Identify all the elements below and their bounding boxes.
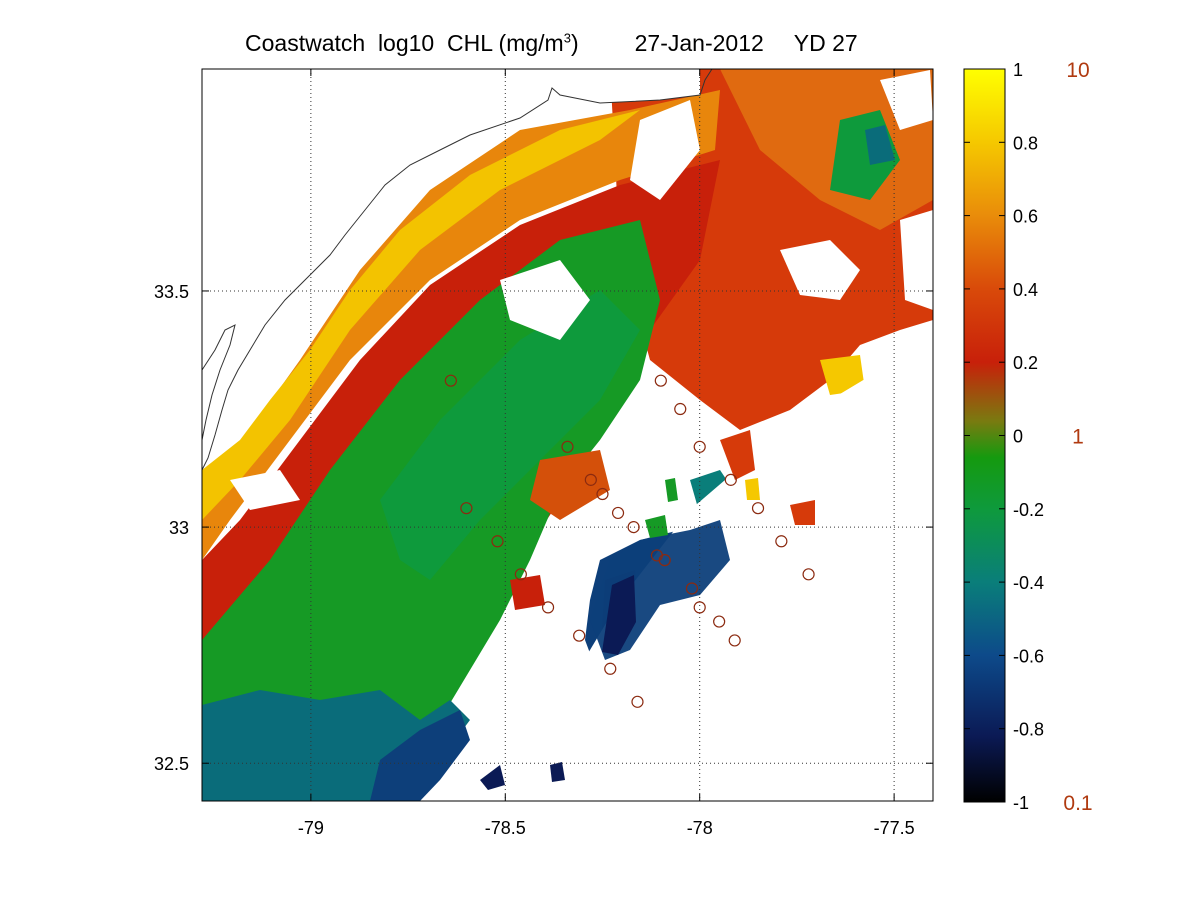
station-marker bbox=[751, 502, 765, 515]
title-close: ) bbox=[570, 30, 579, 56]
station-marker bbox=[693, 601, 706, 614]
station-marker bbox=[444, 374, 457, 387]
station-marker bbox=[658, 554, 671, 567]
x-tick-label: -79 bbox=[298, 818, 324, 838]
colorbar-axis: 1 0.8 0.6 0.4 0.2 0 -0.2 -0.4 -0.6 -0.8 -1 bbox=[964, 60, 1044, 813]
colorbar-tick-label: -0.8 bbox=[1013, 720, 1044, 740]
concentration-label: 1 bbox=[1072, 426, 1084, 449]
station-markers bbox=[444, 374, 815, 708]
colorbar bbox=[963, 68, 1006, 803]
station-marker bbox=[802, 568, 815, 581]
station-marker bbox=[596, 487, 609, 501]
chlorophyll-field bbox=[202, 69, 933, 801]
station-marker bbox=[627, 520, 640, 534]
station-marker bbox=[654, 374, 667, 387]
x-tick-label: -78 bbox=[687, 818, 713, 838]
colorbar-tick-label: -0.4 bbox=[1013, 573, 1044, 593]
colorbar-tick-label: 0.6 bbox=[1013, 207, 1038, 227]
station-marker bbox=[713, 615, 726, 628]
x-tick-label: -78.5 bbox=[485, 818, 526, 838]
station-marker bbox=[685, 582, 699, 595]
y-tick-label: 33 bbox=[169, 518, 189, 538]
station-marker bbox=[693, 440, 706, 453]
x-tick-label: -77.5 bbox=[874, 818, 915, 838]
title-superscript: 3 bbox=[563, 30, 571, 46]
station-marker bbox=[728, 634, 741, 647]
station-marker bbox=[541, 601, 555, 614]
station-marker bbox=[584, 473, 597, 486]
title-yearday: YD 27 bbox=[793, 30, 858, 56]
colorbar-concentration-labels: 10 1 0.1 bbox=[1063, 59, 1092, 815]
y-tick-label: 32.5 bbox=[154, 754, 189, 774]
station-marker bbox=[561, 440, 574, 453]
station-marker bbox=[611, 506, 625, 520]
colorbar-tick-label: 1 bbox=[1013, 60, 1023, 80]
colorbar-tick-label: 0.2 bbox=[1013, 353, 1038, 373]
colorbar-tick-label: 0.8 bbox=[1013, 133, 1038, 153]
map-frame bbox=[201, 68, 934, 802]
y-axis: 33.5 33 32.5 bbox=[154, 282, 933, 774]
title-main: Coastwatch log10 CHL (mg/m bbox=[245, 30, 564, 56]
station-marker bbox=[460, 502, 473, 515]
title-date: 27-Jan-2012 bbox=[634, 30, 764, 56]
station-marker bbox=[491, 535, 504, 548]
coastline bbox=[201, 68, 713, 471]
colorbar-tick-label: -1 bbox=[1013, 793, 1029, 813]
x-axis: -79 -78.5 -78 -77.5 bbox=[298, 69, 915, 838]
colorbar-tick-label: 0 bbox=[1013, 427, 1023, 447]
concentration-label: 0.1 bbox=[1063, 792, 1092, 815]
station-marker bbox=[674, 402, 687, 416]
station-marker bbox=[631, 695, 644, 708]
coastline-inlet bbox=[201, 324, 236, 441]
chart-title: Coastwatch log10 CHL (mg/m3) 27-Jan-2012 Y… bbox=[245, 30, 858, 57]
concentration-label: 10 bbox=[1066, 59, 1089, 82]
station-marker bbox=[775, 535, 788, 548]
colorbar-tick-label: -0.6 bbox=[1013, 646, 1044, 666]
y-tick-label: 33.5 bbox=[154, 282, 189, 302]
station-marker bbox=[514, 568, 527, 581]
station-marker bbox=[604, 662, 617, 675]
station-marker bbox=[724, 473, 737, 486]
station-marker bbox=[573, 629, 586, 642]
colorbar-tick-label: 0.4 bbox=[1013, 280, 1038, 300]
colorbar-tick-label: -0.2 bbox=[1013, 500, 1044, 520]
